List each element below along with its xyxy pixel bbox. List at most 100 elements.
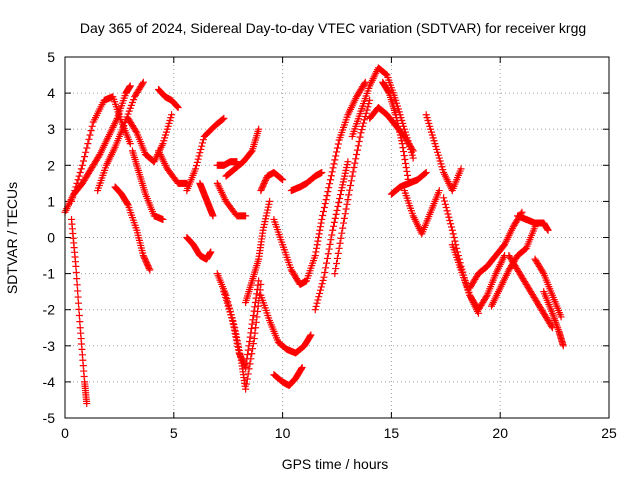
data-point — [318, 215, 326, 223]
data-point — [332, 152, 340, 160]
data-point — [196, 149, 204, 157]
data-point — [435, 187, 443, 195]
data-point — [322, 264, 330, 272]
y-tick-label: 3 — [47, 121, 55, 137]
data-point — [344, 158, 352, 166]
data-point — [84, 140, 92, 148]
data-point — [78, 161, 86, 169]
data-point — [331, 270, 339, 278]
data-point — [68, 197, 76, 205]
data-point — [279, 176, 287, 184]
data-point — [325, 245, 333, 253]
data-point — [404, 171, 412, 179]
data-point — [145, 265, 153, 273]
data-point — [246, 337, 254, 345]
x-tick-labels: 0 5 10 15 20 25 — [61, 425, 617, 441]
data-point — [448, 226, 456, 234]
data-point — [354, 142, 362, 150]
data-point — [331, 214, 339, 222]
series-track-al — [531, 255, 565, 321]
data-point — [253, 313, 261, 321]
data-point — [194, 155, 202, 163]
data-point — [77, 165, 85, 173]
data-point — [403, 167, 411, 175]
series-track-p — [220, 277, 263, 371]
data-point — [197, 145, 205, 153]
data-point — [441, 200, 449, 208]
data-point — [306, 332, 314, 340]
data-point — [173, 103, 181, 111]
data-point — [251, 298, 259, 306]
data-point — [81, 153, 89, 161]
data-point — [266, 197, 274, 205]
y-tick-label: -2 — [43, 302, 56, 318]
data-point — [334, 249, 342, 257]
data-point — [82, 148, 90, 156]
data-point — [359, 122, 367, 130]
y-tick-label: -4 — [43, 374, 56, 390]
data-point — [278, 175, 286, 183]
data-point — [315, 230, 323, 238]
data-point — [451, 237, 459, 245]
series-track-s — [257, 169, 287, 195]
data-point — [234, 346, 242, 354]
data-point — [323, 259, 331, 267]
data-point — [69, 194, 77, 202]
series-track-x — [311, 158, 352, 314]
data-point — [320, 204, 328, 212]
data-point — [385, 88, 393, 96]
data-point — [249, 311, 257, 319]
data-point — [361, 78, 369, 86]
data-point — [242, 359, 250, 367]
data-point — [341, 210, 349, 218]
data-point — [75, 172, 83, 180]
data-point — [232, 336, 240, 344]
data-point — [363, 106, 371, 114]
data-point — [126, 82, 134, 90]
series-track-k — [183, 234, 215, 263]
data-point — [298, 365, 306, 373]
data-point — [250, 335, 258, 343]
series-track-ak — [505, 252, 556, 332]
data-point — [353, 150, 361, 158]
data-point — [71, 187, 79, 195]
data-point — [355, 137, 363, 145]
data-point — [76, 318, 84, 326]
data-point — [207, 248, 215, 256]
data-point — [232, 333, 240, 341]
series-track-q — [242, 197, 274, 306]
data-point — [72, 262, 80, 270]
data-point — [253, 290, 261, 298]
data-point — [209, 212, 217, 220]
data-point — [146, 266, 154, 274]
data-point — [242, 212, 250, 220]
data-point — [333, 148, 341, 156]
data-point — [312, 248, 320, 256]
data-point — [337, 234, 345, 242]
y-tick-label: 4 — [47, 85, 55, 101]
data-point — [328, 231, 336, 239]
data-point — [336, 195, 344, 203]
data-point — [331, 156, 339, 164]
series-track-aj — [487, 223, 539, 310]
data-point — [444, 210, 452, 218]
data-point — [352, 155, 360, 163]
x-tick-label: 20 — [492, 425, 508, 441]
data-point — [199, 139, 207, 147]
data-point — [334, 202, 342, 210]
x-axis-label: GPS time / hours — [282, 456, 389, 472]
data-point — [338, 229, 346, 237]
data-point — [324, 250, 332, 258]
series-track-u — [270, 215, 319, 288]
data-point — [325, 184, 333, 192]
data-point — [220, 114, 228, 122]
series-track-h — [155, 85, 182, 112]
data-point — [247, 148, 255, 156]
x-tick-label: 15 — [384, 425, 400, 441]
data-point — [79, 157, 87, 165]
data-point — [313, 244, 321, 252]
data-point — [159, 215, 167, 223]
data-point — [242, 363, 250, 371]
data-point — [321, 200, 329, 208]
data-point — [126, 140, 134, 148]
